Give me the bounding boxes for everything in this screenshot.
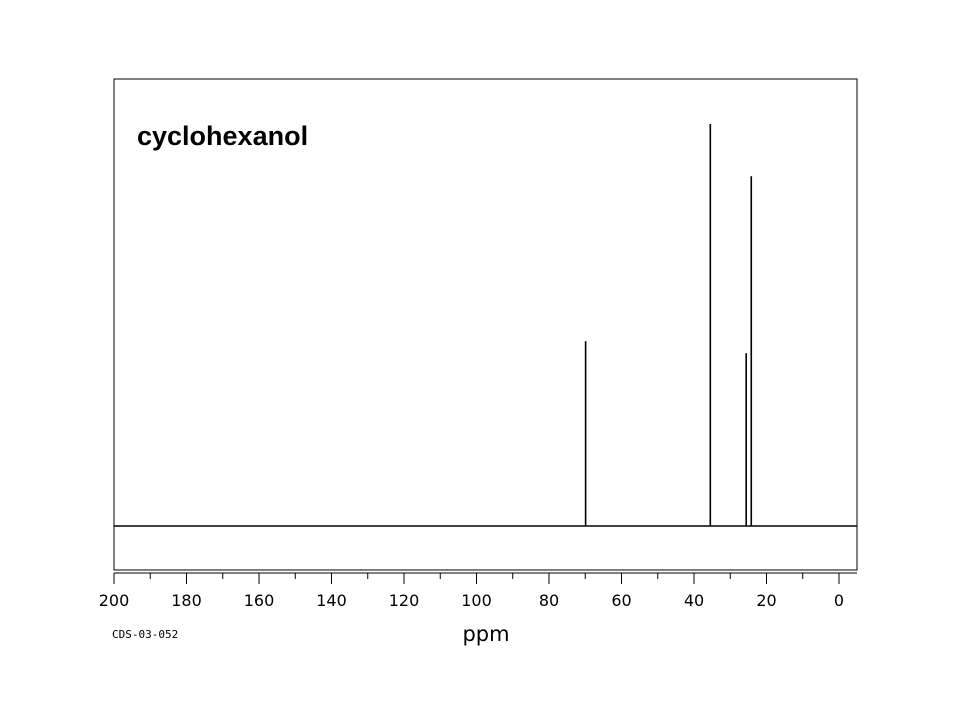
x-tick-label: 160 — [244, 591, 275, 610]
plot-frame — [113, 78, 858, 571]
x-tick-label: 0 — [834, 591, 844, 610]
x-axis: 200 180 160 140 120 100 80 60 40 20 0 — [99, 572, 857, 610]
x-tick-label: 40 — [684, 591, 704, 610]
chart-title: cyclohexanol — [137, 121, 308, 151]
x-tick-label: 180 — [171, 591, 202, 610]
x-tick-label: 20 — [756, 591, 776, 610]
x-tick-label: 100 — [461, 591, 492, 610]
x-tick-label: 80 — [539, 591, 559, 610]
x-tick-label: 120 — [389, 591, 420, 610]
x-tick-label: 60 — [611, 591, 631, 610]
x-axis-label: ppm — [462, 622, 509, 646]
peak-group — [584, 124, 753, 526]
x-tick-label: 140 — [316, 591, 347, 610]
x-tick-label: 200 — [99, 591, 130, 610]
spectrum-code: CDS-03-052 — [112, 628, 178, 641]
